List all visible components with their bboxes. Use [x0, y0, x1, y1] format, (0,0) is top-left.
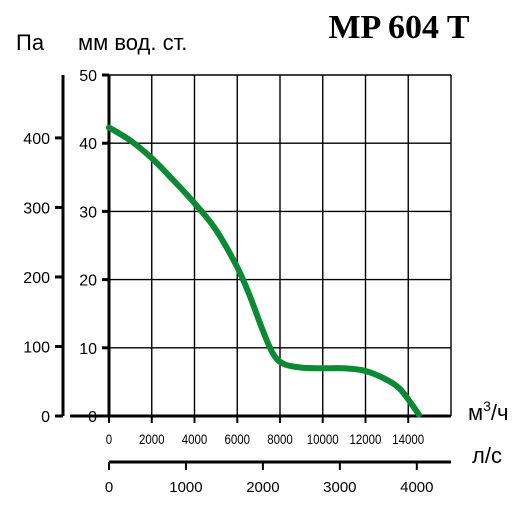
m3h-tick-label: 12000 — [350, 431, 382, 447]
grid — [108, 74, 452, 417]
mm-tick-label: 30 — [79, 204, 97, 221]
m3h-tick-label: 0 — [106, 431, 112, 447]
chart-title: MP 604 T — [328, 9, 469, 46]
pa-tick-label: 200 — [23, 270, 50, 287]
mm-axis-label: мм вод. ст. — [78, 30, 187, 55]
m3h-axis-label: м3/ч — [468, 398, 509, 425]
mm-tick-label: 0 — [88, 409, 97, 426]
ls-axis-label: л/с — [472, 443, 502, 468]
ls-tick-label: 3000 — [323, 479, 356, 496]
m3h-tick-label: 8000 — [267, 431, 293, 447]
ls-tick-label: 1000 — [169, 479, 202, 496]
pa-tick-label: 400 — [23, 131, 50, 148]
mm-tick-label: 40 — [79, 136, 97, 153]
mm-tick-label: 20 — [79, 273, 97, 290]
mm-tick-label: 10 — [79, 341, 97, 358]
ls-tick-label: 0 — [105, 479, 113, 496]
pa-tick-label: 0 — [41, 409, 50, 426]
m3h-tick-label: 14000 — [392, 431, 424, 447]
mm-tick-label: 50 — [79, 68, 97, 85]
pa-tick-label: 100 — [23, 339, 50, 356]
m3h-tick-label: 6000 — [224, 431, 250, 447]
m3h-tick-label: 4000 — [182, 431, 208, 447]
ls-tick-label: 4000 — [400, 479, 433, 496]
pa-axis-label: Па — [16, 30, 45, 55]
m3h-tick-label: 2000 — [139, 431, 165, 447]
pa-tick-label: 300 — [23, 200, 50, 217]
m3h-tick-label: 10000 — [307, 431, 339, 447]
axes — [55, 73, 451, 470]
ls-tick-label: 2000 — [246, 479, 279, 496]
pressure-flow-curve — [106, 124, 422, 418]
